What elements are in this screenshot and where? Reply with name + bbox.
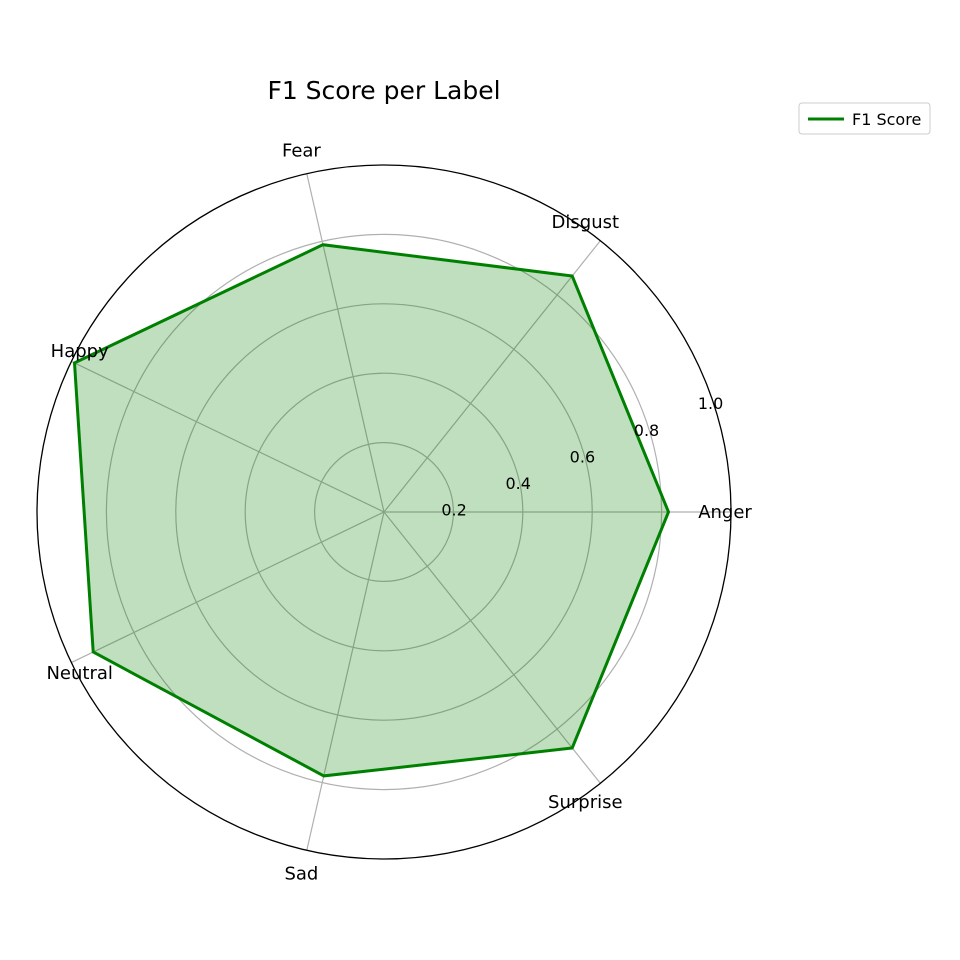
radial-tick-1.0: 1.0 [698, 394, 723, 413]
series-line-0 [72, 243, 671, 778]
category-labels: Anger Disgust Fear Happy Neutral Sad Surprise [46, 140, 752, 884]
spoke-happy [71, 360, 385, 513]
spoke-sad [306, 511, 385, 851]
spoke-fear [306, 173, 385, 513]
radial-tick-0.8: 0.8 [634, 421, 659, 440]
category-label-neutral: Neutral [46, 663, 112, 684]
category-label-happy: Happy [51, 341, 109, 362]
series-layer [72, 243, 671, 778]
radial-tick-0.2: 0.2 [441, 500, 466, 519]
series-fill-0 [74, 244, 669, 776]
legend-label-f1-score: F1 Score [852, 110, 921, 129]
category-label-anger: Anger [698, 502, 752, 523]
category-label-fear: Fear [282, 140, 321, 161]
radial-tick-0.6: 0.6 [570, 447, 595, 466]
radial-grid [36, 164, 732, 860]
legend-box [798, 102, 931, 135]
spoke-surprise [383, 511, 601, 784]
category-label-sad: Sad [284, 864, 318, 885]
spoke-neutral [71, 511, 385, 664]
outer-frame [36, 164, 732, 860]
category-label-surprise: Surprise [548, 792, 623, 813]
legend: F1 Score [798, 102, 931, 135]
spoke-disgust [383, 240, 601, 513]
radial-tick-0.4: 0.4 [505, 474, 530, 493]
radial-tick-labels: 0.2 0.4 0.6 0.8 1.0 [441, 394, 723, 519]
category-label-disgust: Disgust [552, 212, 620, 233]
chart-title: F1 Score per Label [267, 76, 500, 105]
